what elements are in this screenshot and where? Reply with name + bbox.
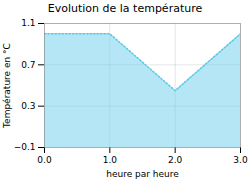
svg-text:Température en °C: Température en °C — [2, 43, 12, 129]
svg-text:−0.1: −0.1 — [14, 142, 36, 152]
html-text:Evolution de la température: Evolution de la température — [47, 2, 203, 15]
svg-text:heure par heure: heure par heure — [106, 169, 179, 179]
svg-text:2.0: 2.0 — [168, 155, 183, 165]
svg-text:0.3: 0.3 — [21, 101, 35, 111]
svg-text:0.7: 0.7 — [21, 60, 35, 70]
svg-text:0.0: 0.0 — [37, 155, 52, 165]
svg-text:1.1: 1.1 — [21, 18, 35, 28]
svg-text:1.0: 1.0 — [103, 155, 118, 165]
svg-text:3.0: 3.0 — [233, 155, 248, 165]
